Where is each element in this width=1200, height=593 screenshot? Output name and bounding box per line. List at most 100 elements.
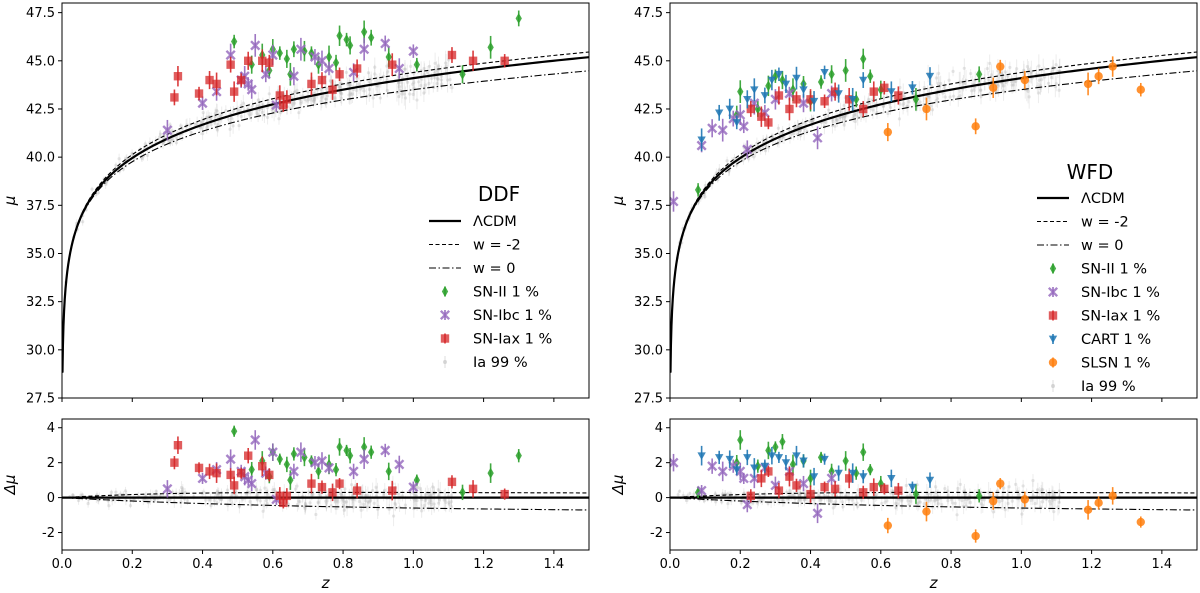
ia-point <box>230 116 234 120</box>
ia-point <box>209 504 213 508</box>
legend-label: w = -2 <box>1081 215 1129 231</box>
model-curve-dashdot <box>62 497 589 511</box>
ia-point <box>428 498 432 502</box>
data-point <box>162 483 173 494</box>
ia-point <box>436 64 441 68</box>
ia-point <box>319 87 323 92</box>
ia-point <box>833 124 837 128</box>
data-point <box>1083 79 1093 89</box>
ia-point <box>988 91 992 95</box>
data-point <box>757 474 766 483</box>
data-point <box>352 64 362 73</box>
ia-point <box>1003 508 1007 512</box>
ia-point <box>1046 81 1051 85</box>
ia-point <box>297 499 301 503</box>
data-point <box>792 95 801 104</box>
ia-point <box>339 492 343 496</box>
data-point <box>792 452 801 460</box>
ia-point <box>840 500 844 504</box>
ia-point <box>1037 78 1041 82</box>
ia-point <box>982 498 986 502</box>
plot-area <box>670 48 1197 373</box>
ia-point <box>403 503 408 507</box>
ia-point <box>167 139 171 144</box>
y-tick-label: 37.5 <box>26 199 55 214</box>
ia-point <box>312 99 316 103</box>
x-tick-label: 0.2 <box>122 557 143 572</box>
ia-point <box>325 499 329 503</box>
legend-label: SN-II 1 % <box>1081 262 1147 278</box>
ia-point <box>972 88 976 92</box>
data-point <box>976 68 983 80</box>
data-point <box>231 36 238 47</box>
ia-point <box>195 121 199 126</box>
ia-point <box>158 132 163 136</box>
ia-point <box>856 504 860 508</box>
x-tick-label: 0.8 <box>333 557 354 572</box>
ia-point <box>1027 67 1031 71</box>
data-point <box>282 491 292 501</box>
ia-point <box>340 494 344 498</box>
ia-point <box>357 82 361 86</box>
data-point <box>315 465 322 477</box>
model-curve-dashed <box>670 51 1197 373</box>
legend-label: SN-Ibc 1 % <box>473 308 552 324</box>
data-point <box>859 104 868 114</box>
data-point <box>301 451 308 463</box>
ia-point <box>816 494 820 498</box>
x-tick-label: 0.0 <box>52 557 73 572</box>
legend-entry: SN-II 1 % <box>1049 262 1147 278</box>
ia-point <box>305 99 309 103</box>
ia-point <box>347 83 351 87</box>
ia-point <box>385 64 389 68</box>
ia-point <box>922 85 926 90</box>
data-point <box>971 122 980 131</box>
ia-point <box>427 501 431 505</box>
ia-point <box>319 99 323 103</box>
ia-point <box>726 492 730 496</box>
ia-point <box>1007 485 1011 489</box>
y-tick-label: 0 <box>655 491 663 506</box>
ia-point <box>239 103 243 107</box>
ia-point <box>208 498 213 502</box>
data-point <box>820 97 829 106</box>
data-point <box>335 70 344 79</box>
ia-point <box>397 95 401 99</box>
ia-point <box>432 502 436 506</box>
ia-point <box>265 115 270 119</box>
data-point <box>834 469 843 478</box>
data-point <box>887 88 896 96</box>
ia-point <box>1026 89 1030 93</box>
x-tick-label: 1.2 <box>473 557 494 572</box>
ia-point <box>937 71 941 75</box>
ia-point <box>752 155 756 159</box>
ia-point <box>266 492 270 496</box>
data-point <box>1136 517 1145 527</box>
ia-point <box>292 101 297 105</box>
ia-point <box>299 100 303 104</box>
model-curve-dashdot <box>62 70 589 373</box>
data-point <box>750 86 759 94</box>
data-point <box>447 50 457 60</box>
ia-point <box>405 74 409 78</box>
ia-point <box>429 500 433 504</box>
ia-point <box>831 506 835 510</box>
ia-point <box>444 500 448 504</box>
legend-entry: ΛCDM <box>429 214 517 230</box>
data-point <box>764 467 773 476</box>
ia-point <box>918 100 922 104</box>
ia-point <box>376 84 380 88</box>
ia-point <box>934 490 938 495</box>
data-point <box>343 34 350 46</box>
legend-entry: SN-Iax 1 % <box>1048 309 1160 325</box>
data-point <box>459 486 466 498</box>
ia-point <box>316 501 320 505</box>
legend-entry: SN-Iax 1 % <box>440 332 552 348</box>
ia-point <box>224 109 228 113</box>
ia-point <box>440 82 444 86</box>
data-point <box>316 55 328 66</box>
y-tick-label: 2 <box>47 456 55 471</box>
ia-point <box>881 104 885 109</box>
ia-point <box>228 498 232 502</box>
ia-point <box>1017 493 1021 497</box>
